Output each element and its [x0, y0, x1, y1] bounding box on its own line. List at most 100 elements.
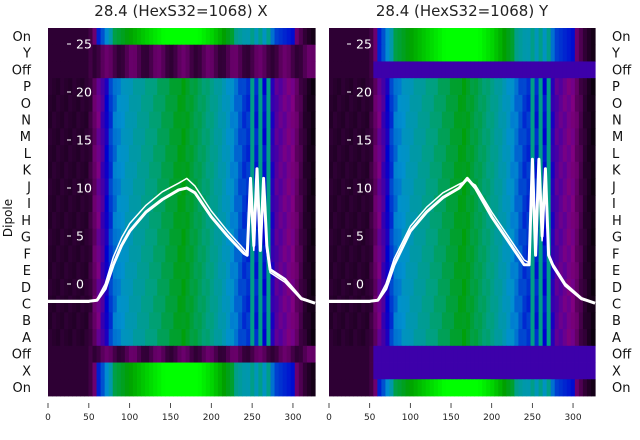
- heatmap-cell: [586, 94, 592, 113]
- heatmap-cell: [457, 345, 463, 363]
- heatmap-cell: [201, 329, 207, 347]
- heatmap-cell: [246, 379, 251, 397]
- heatmap-cell: [421, 94, 427, 113]
- heatmap-cell: [149, 111, 154, 129]
- heatmap-cell: [193, 161, 199, 179]
- heatmap-cell: [530, 61, 536, 79]
- heatmap-cell: [393, 262, 399, 280]
- heatmap-cell: [217, 295, 223, 313]
- heatmap-cell: [574, 28, 580, 46]
- heatmap-cell: [128, 312, 134, 330]
- heatmap-cell: [226, 195, 231, 213]
- heatmap-cell: [574, 228, 580, 246]
- heatmap-cell: [266, 28, 272, 46]
- heatmap-cell: [286, 28, 292, 46]
- heatmap-cell: [141, 212, 146, 230]
- heatmap-cell: [221, 262, 227, 280]
- heatmap-cell: [466, 228, 471, 246]
- heatmap-cell: [546, 161, 552, 179]
- heatmap-cell: [302, 278, 308, 297]
- heatmap-cell: [357, 78, 362, 96]
- heatmap-cell: [149, 262, 154, 280]
- heatmap-cell: [68, 78, 73, 96]
- row-label: K: [612, 164, 621, 179]
- heatmap-cell: [209, 379, 215, 397]
- heatmap-cell: [389, 245, 395, 263]
- heatmap-cell: [48, 278, 53, 297]
- heatmap-cell: [92, 212, 98, 230]
- heatmap-cell: [409, 128, 415, 146]
- heatmap-cell: [582, 28, 588, 46]
- heatmap-cell: [181, 178, 187, 196]
- heatmap-cell: [100, 111, 106, 129]
- heatmap-cell: [397, 128, 403, 146]
- heatmap-cell: [165, 245, 170, 263]
- heatmap-cell: [349, 212, 354, 230]
- heatmap-cell: [349, 161, 354, 179]
- heatmap-cell: [76, 312, 81, 330]
- heatmap-cell: [333, 295, 338, 313]
- heatmap-cell: [490, 111, 495, 129]
- heatmap-cell: [498, 312, 503, 330]
- heatmap-cell: [478, 78, 483, 96]
- heatmap-cell: [132, 245, 138, 263]
- heatmap-cell: [514, 345, 520, 363]
- heatmap-cell: [189, 212, 195, 230]
- heatmap-cell: [282, 78, 288, 96]
- heatmap-cell: [514, 128, 520, 146]
- heatmap-cell: [282, 28, 288, 46]
- heatmap-cell: [345, 212, 350, 230]
- heatmap-cell: [357, 145, 362, 163]
- heatmap-cell: [306, 161, 312, 179]
- xtick-label: 150: [442, 413, 459, 423]
- heatmap-cell: [72, 228, 77, 246]
- heatmap-cell: [554, 245, 560, 263]
- heatmap-cell: [242, 178, 247, 196]
- heatmap-cell: [357, 128, 362, 146]
- heatmap-cell: [213, 278, 219, 297]
- heatmap-cell: [128, 161, 134, 179]
- heatmap-cell: [112, 228, 118, 246]
- heatmap-cell: [518, 312, 524, 330]
- heatmap-cell: [449, 278, 455, 297]
- heatmap-cell: [385, 111, 391, 129]
- heatmap-cell: [474, 329, 479, 347]
- heatmap-cell: [84, 245, 90, 263]
- heatmap-cell: [534, 44, 540, 62]
- heatmap-cell: [337, 111, 342, 129]
- heatmap-cell: [562, 111, 568, 129]
- heatmap-cell: [433, 329, 439, 347]
- heatmap-cell: [514, 61, 520, 79]
- heatmap-cell: [254, 262, 259, 280]
- heatmap-cell: [381, 128, 387, 146]
- heatmap-cell: [254, 78, 259, 96]
- heatmap-cell: [397, 195, 403, 213]
- heatmap-cell: [445, 61, 451, 79]
- heatmap-cell: [522, 228, 528, 246]
- heatmap-cell: [385, 228, 391, 246]
- heatmap-cell: [578, 345, 584, 363]
- heatmap-cell: [373, 245, 378, 263]
- heatmap-cell: [254, 44, 259, 62]
- heatmap-cell: [254, 145, 259, 163]
- heatmap-cell: [566, 212, 572, 230]
- heatmap-cell: [88, 28, 94, 46]
- heatmap-cell: [68, 329, 73, 347]
- heatmap-cell: [262, 312, 268, 330]
- heatmap-cell: [586, 312, 592, 330]
- heatmap-cell: [48, 161, 53, 179]
- heatmap-cell: [466, 44, 471, 62]
- heatmap-cell: [209, 161, 215, 179]
- heatmap-cell: [337, 28, 342, 46]
- heatmap-cell: [437, 312, 443, 330]
- heatmap-cell: [425, 345, 431, 363]
- heatmap-cell: [397, 111, 403, 129]
- heatmap-cell: [104, 362, 110, 380]
- heatmap-cell: [361, 161, 366, 179]
- heatmap-cell: [566, 128, 572, 146]
- heatmap-cell: [112, 312, 118, 330]
- heatmap-cell: [470, 94, 475, 113]
- heatmap-cell: [84, 228, 90, 246]
- heatmap-cell: [108, 212, 114, 230]
- heatmap-cell: [349, 111, 354, 129]
